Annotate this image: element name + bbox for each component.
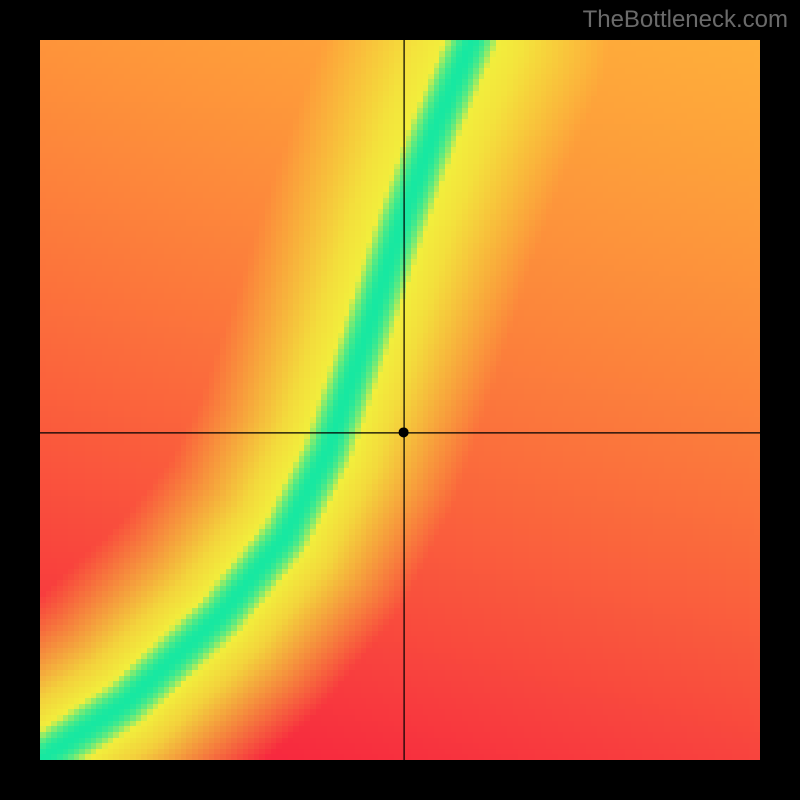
- bottleneck-heatmap: [40, 40, 760, 760]
- chart-container: { "attribution": { "text": "TheBottlenec…: [0, 0, 800, 800]
- attribution-text: TheBottleneck.com: [583, 6, 788, 34]
